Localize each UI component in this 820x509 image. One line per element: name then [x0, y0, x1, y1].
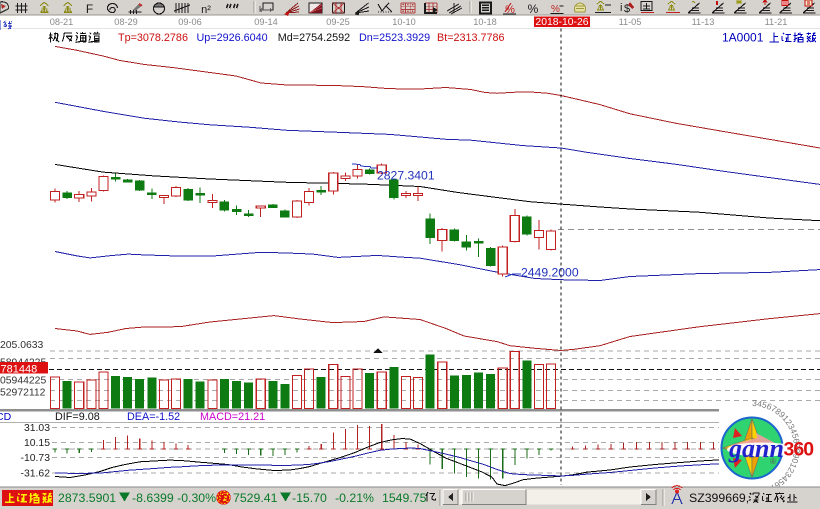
- svg-text:08-29: 08-29: [114, 17, 138, 27]
- svg-text:2449.2000: 2449.2000: [521, 266, 579, 280]
- svg-text:SZ399669,: SZ399669,: [689, 491, 749, 505]
- svg-text:Bt=2313.7786: Bt=2313.7786: [437, 32, 505, 44]
- svg-text:MACD=21.21: MACD=21.21: [200, 411, 265, 423]
- svg-text:-8.6399 -0.30%: -8.6399 -0.30%: [132, 491, 216, 505]
- svg-text:Up=2926.6040: Up=2926.6040: [197, 32, 268, 44]
- svg-text:®: ®: [770, 457, 776, 466]
- svg-text:2873.5901: 2873.5901: [58, 491, 116, 505]
- svg-text:7529.41: 7529.41: [233, 491, 278, 505]
- svg-text:%: %: [551, 4, 560, 15]
- svg-text:gann: gann: [728, 434, 784, 463]
- svg-text:09-14: 09-14: [254, 17, 278, 27]
- svg-text:-31.62: -31.62: [21, 468, 51, 479]
- svg-text:2827.3401: 2827.3401: [377, 169, 435, 183]
- svg-text:781448: 781448: [1, 363, 38, 375]
- svg-text:-15.70: -15.70: [292, 491, 327, 505]
- svg-text:10-18: 10-18: [473, 17, 497, 27]
- svg-text:F: F: [86, 2, 93, 16]
- svg-text:205.0633: 205.0633: [0, 340, 44, 351]
- svg-text:31.03: 31.03: [24, 423, 50, 434]
- svg-text:i: i: [620, 2, 622, 14]
- svg-text:$: $: [624, 3, 630, 15]
- svg-text:360: 360: [784, 439, 815, 461]
- svg-text:DIF=9.08: DIF=9.08: [55, 411, 100, 423]
- svg-text:Dn=2523.3929: Dn=2523.3929: [359, 32, 430, 44]
- svg-text:2018-10-26: 2018-10-26: [535, 17, 588, 28]
- svg-text:n²: n²: [201, 4, 211, 16]
- svg-text:%: %: [505, 4, 515, 16]
- svg-text:Md=2754.2592: Md=2754.2592: [278, 32, 350, 44]
- svg-text:11-05: 11-05: [619, 17, 642, 27]
- svg-text:11-21: 11-21: [765, 17, 788, 27]
- svg-text:DEA=-1.52: DEA=-1.52: [127, 411, 180, 423]
- svg-text:1549.75: 1549.75: [382, 491, 427, 505]
- svg-text:1A0001: 1A0001: [722, 31, 764, 45]
- svg-text:10-10: 10-10: [392, 17, 416, 27]
- svg-text:CD: CD: [0, 411, 12, 423]
- svg-text:-10.73: -10.73: [21, 453, 51, 464]
- svg-text:10.15: 10.15: [24, 438, 50, 449]
- svg-text:%: %: [528, 2, 539, 16]
- svg-text:11-13: 11-13: [692, 17, 715, 27]
- svg-text:52972112: 52972112: [0, 388, 46, 399]
- svg-text:09-25: 09-25: [326, 17, 350, 27]
- svg-text:-0.21%: -0.21%: [335, 491, 374, 505]
- svg-text:09-06: 09-06: [178, 17, 202, 27]
- svg-text:05944225: 05944225: [0, 376, 46, 387]
- svg-text:Tp=3078.2786: Tp=3078.2786: [118, 32, 188, 44]
- svg-text:08-21: 08-21: [50, 17, 74, 27]
